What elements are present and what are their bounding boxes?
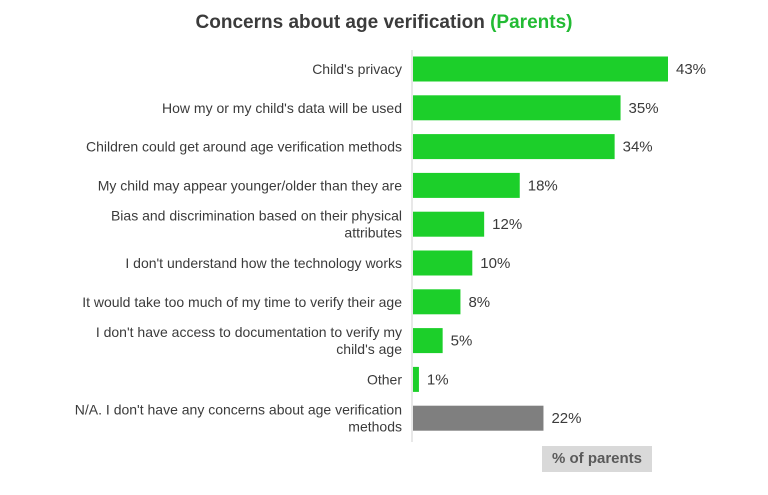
bar-10 <box>413 405 544 431</box>
value-label-4: 18% <box>528 177 558 194</box>
value-label-5: 12% <box>492 216 522 233</box>
chart-subtitle: (Parents) <box>490 12 573 33</box>
bar-9 <box>413 366 419 392</box>
category-label-3: Children could get around age verificati… <box>86 139 402 155</box>
value-label-10: 22% <box>551 410 581 427</box>
bar-3 <box>413 134 615 160</box>
category-label-1: Child's privacy <box>312 61 402 77</box>
chart-title-block: Concerns about age verification (Parents… <box>0 12 768 34</box>
category-label-8: I don't have access to documentation to … <box>96 324 402 357</box>
value-label-3: 34% <box>623 139 653 156</box>
value-label-7: 8% <box>468 294 490 311</box>
chart-title: Concerns about age verification <box>195 12 485 33</box>
value-label-1: 43% <box>676 61 706 78</box>
bar-6 <box>413 250 473 276</box>
bar-2 <box>413 95 621 121</box>
category-label-6: I don't understand how the technology wo… <box>125 255 402 271</box>
value-label-8: 5% <box>451 333 473 350</box>
bar-5 <box>413 211 485 237</box>
value-label-6: 10% <box>480 255 510 272</box>
x-axis-label: % of parents <box>542 446 652 472</box>
value-label-9: 1% <box>427 371 449 388</box>
bar-8 <box>413 328 443 354</box>
category-label-9: Other <box>367 371 402 387</box>
category-label-4: My child may appear younger/older than t… <box>98 177 402 193</box>
bar-1 <box>413 56 668 82</box>
category-label-10: N/A. I don't have any concerns about age… <box>75 402 402 435</box>
value-label-2: 35% <box>629 100 659 117</box>
category-label-2: How my or my child's data will be used <box>162 100 402 116</box>
category-label-7: It would take too much of my time to ver… <box>82 294 402 310</box>
bar-7 <box>413 289 461 315</box>
bar-4 <box>413 172 520 198</box>
category-label-5: Bias and discrimination based on their p… <box>111 208 402 241</box>
